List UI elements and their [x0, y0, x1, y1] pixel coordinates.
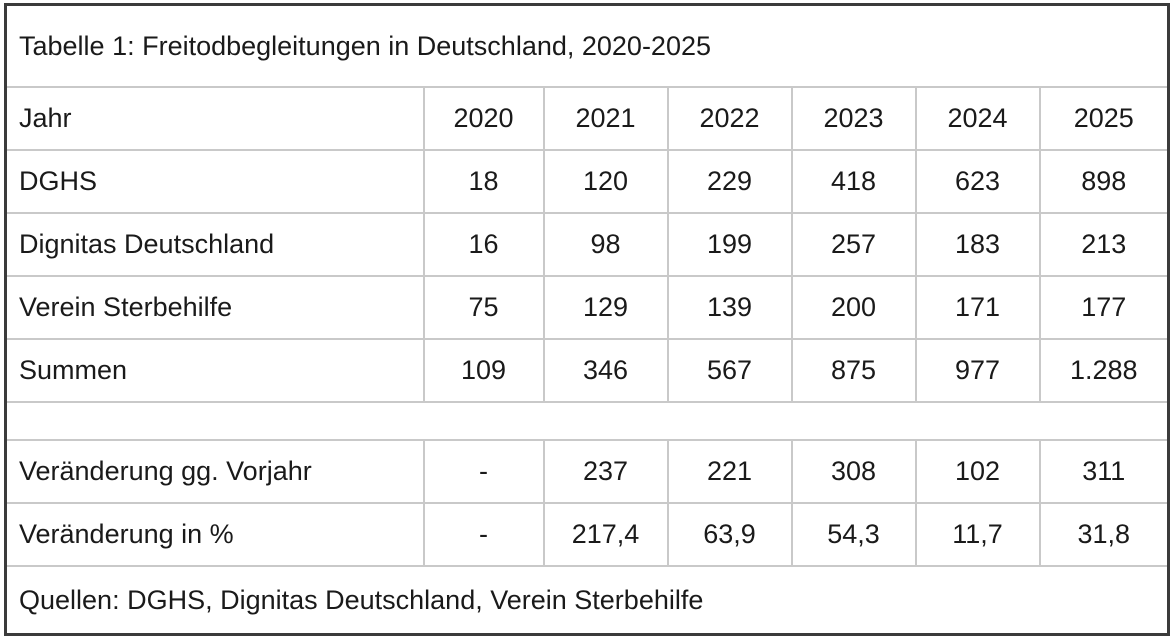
row-label: DGHS [4, 149, 425, 214]
row-label: Veränderung gg. Vorjahr [4, 439, 425, 504]
row-label: Dignitas Deutschland [4, 212, 425, 277]
value-cell: 63,9 [666, 502, 793, 567]
year-header-row: Jahr 2020 2021 2022 2023 2024 2025 [4, 86, 1170, 151]
value-cell: - [422, 502, 545, 567]
value-cell: 221 [666, 439, 793, 504]
value-cell: 308 [790, 439, 917, 504]
value-cell: 18 [422, 149, 545, 214]
value-cell: 977 [914, 338, 1041, 403]
value-cell: 237 [542, 439, 669, 504]
sources-row: Quellen: DGHS, Dignitas Deutschland, Ver… [4, 565, 1170, 636]
value-cell: 183 [914, 212, 1041, 277]
value-cell: 199 [666, 212, 793, 277]
value-cell: 54,3 [790, 502, 917, 567]
value-cell: 346 [542, 338, 669, 403]
value-cell: 98 [542, 212, 669, 277]
value-cell: 139 [666, 275, 793, 340]
sources-note: Quellen: DGHS, Dignitas Deutschland, Ver… [4, 565, 1170, 636]
value-cell: 75 [422, 275, 545, 340]
row-label: Veränderung in % [4, 502, 425, 567]
spacer-row [4, 401, 1170, 441]
table-row-veraenderung-vorjahr: Veränderung gg. Vorjahr - 237 221 308 10… [4, 439, 1170, 504]
value-cell: 102 [914, 439, 1041, 504]
document-page: Tabelle 1: Freitodbegleitungen in Deutsc… [4, 3, 1171, 636]
row-label: Verein Sterbehilfe [4, 275, 425, 340]
table-row-verein-sterbehilfe: Verein Sterbehilfe 75 129 139 200 171 17… [4, 275, 1170, 340]
value-cell: 623 [914, 149, 1041, 214]
value-cell: 1.288 [1038, 338, 1170, 403]
value-cell: 11,7 [914, 502, 1041, 567]
column-header-year: 2021 [542, 86, 669, 151]
spacer-cell [4, 401, 1170, 441]
column-header-year: 2024 [914, 86, 1041, 151]
value-cell: 229 [666, 149, 793, 214]
value-cell: - [422, 439, 545, 504]
value-cell: 213 [1038, 212, 1170, 277]
value-cell: 120 [542, 149, 669, 214]
value-cell: 31,8 [1038, 502, 1170, 567]
value-cell: 898 [1038, 149, 1170, 214]
value-cell: 109 [422, 338, 545, 403]
column-header-year: 2020 [422, 86, 545, 151]
value-cell: 875 [790, 338, 917, 403]
value-cell: 200 [790, 275, 917, 340]
value-cell: 257 [790, 212, 917, 277]
column-header-year: 2022 [666, 86, 793, 151]
value-cell: 418 [790, 149, 917, 214]
value-cell: 311 [1038, 439, 1170, 504]
table-row-dignitas: Dignitas Deutschland 16 98 199 257 183 2… [4, 212, 1170, 277]
table-title: Tabelle 1: Freitodbegleitungen in Deutsc… [4, 3, 1170, 88]
value-cell: 171 [914, 275, 1041, 340]
table-row-summen: Summen 109 346 567 875 977 1.288 [4, 338, 1170, 403]
value-cell: 217,4 [542, 502, 669, 567]
table-row-veraenderung-prozent: Veränderung in % - 217,4 63,9 54,3 11,7 … [4, 502, 1170, 567]
table-row-dghs: DGHS 18 120 229 418 623 898 [4, 149, 1170, 214]
freitod-table: Tabelle 1: Freitodbegleitungen in Deutsc… [4, 3, 1171, 636]
value-cell: 129 [542, 275, 669, 340]
row-label: Summen [4, 338, 425, 403]
value-cell: 177 [1038, 275, 1170, 340]
value-cell: 567 [666, 338, 793, 403]
column-header-year: 2023 [790, 86, 917, 151]
column-header-year: 2025 [1038, 86, 1170, 151]
column-header-jahr: Jahr [4, 86, 425, 151]
value-cell: 16 [422, 212, 545, 277]
title-row: Tabelle 1: Freitodbegleitungen in Deutsc… [4, 3, 1170, 88]
